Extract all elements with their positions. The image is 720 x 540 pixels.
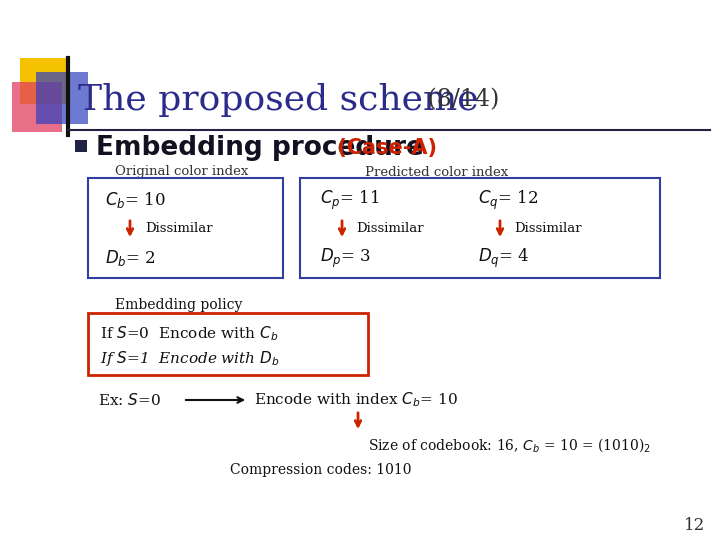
Text: Embedding procedure: Embedding procedure	[96, 135, 424, 161]
Text: $D_p$= 3: $D_p$= 3	[320, 246, 372, 269]
Text: Predicted color index: Predicted color index	[365, 165, 508, 179]
Bar	[88, 313, 368, 375]
Text: Size of codebook: 16, $C_b$ = 10 = (1010)$_2$: Size of codebook: 16, $C_b$ = 10 = (1010…	[368, 436, 651, 454]
Text: Original color index: Original color index	[115, 165, 248, 179]
Text: If $S$=1  Encode with $D_b$: If $S$=1 Encode with $D_b$	[100, 348, 279, 368]
Text: Dissimilar: Dissimilar	[356, 222, 423, 235]
Text: Dissimilar: Dissimilar	[145, 222, 212, 235]
Bar	[88, 178, 283, 278]
Text: Embedding policy: Embedding policy	[115, 298, 243, 312]
Text: Encode with index $C_b$= 10: Encode with index $C_b$= 10	[254, 390, 458, 409]
Text: (Case-A): (Case-A)	[330, 138, 437, 158]
Bar	[36, 72, 88, 124]
Text: $C_q$= 12: $C_q$= 12	[478, 188, 539, 212]
Text: $D_b$= 2: $D_b$= 2	[105, 248, 156, 268]
Text: Dissimilar: Dissimilar	[514, 222, 582, 235]
Text: 12: 12	[685, 516, 706, 534]
Text: $D_q$= 4: $D_q$= 4	[478, 246, 530, 269]
Bar	[12, 82, 62, 132]
Text: Compression codes: 1010: Compression codes: 1010	[230, 463, 412, 477]
Bar	[300, 178, 660, 278]
Bar	[20, 58, 66, 104]
Text: The proposed scheme: The proposed scheme	[78, 83, 479, 117]
Text: $C_p$= 11: $C_p$= 11	[320, 188, 379, 212]
Text: $C_b$= 10: $C_b$= 10	[105, 190, 166, 210]
Text: If $S$=0  Encode with $C_b$: If $S$=0 Encode with $C_b$	[100, 325, 279, 343]
Text: Ex: $S$=0: Ex: $S$=0	[98, 392, 161, 408]
Text: (8/14): (8/14)	[420, 89, 500, 111]
Bar	[75, 140, 87, 152]
